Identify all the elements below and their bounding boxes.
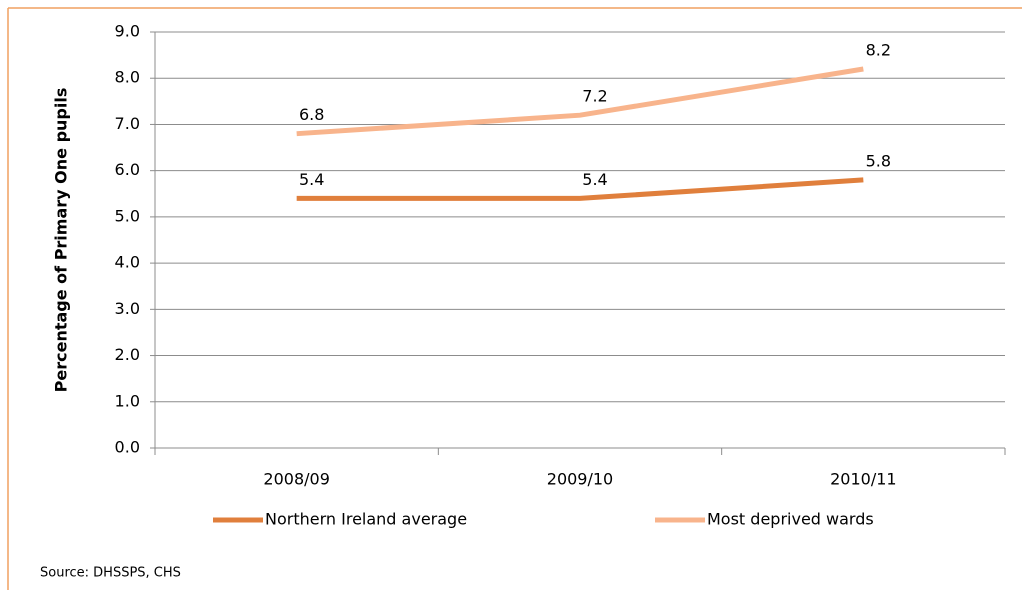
data-label: 7.2 bbox=[582, 87, 607, 106]
series-line bbox=[296, 177, 864, 201]
data-label: 5.8 bbox=[866, 151, 891, 170]
y-tick-label: 8.0 bbox=[115, 68, 140, 87]
data-label: 8.2 bbox=[866, 40, 891, 59]
y-tick-label: 2.0 bbox=[115, 345, 140, 364]
x-tick-label: 2008/09 bbox=[263, 470, 329, 489]
y-tick-label: 6.0 bbox=[115, 160, 140, 179]
x-tick-label: 2010/11 bbox=[830, 470, 896, 489]
y-axis-title: Percentage of Primary One pupils bbox=[52, 88, 71, 393]
y-tick-label: 4.0 bbox=[115, 253, 140, 272]
series-line bbox=[296, 66, 864, 137]
y-tick-label: 9.0 bbox=[115, 22, 140, 41]
data-label: 5.4 bbox=[582, 170, 607, 189]
y-tick-label: 0.0 bbox=[115, 438, 140, 457]
y-tick-label: 5.0 bbox=[115, 206, 140, 225]
data-label: 6.8 bbox=[299, 105, 324, 124]
y-tick-label: 1.0 bbox=[115, 391, 140, 410]
source-note: Source: DHSSPS, CHS bbox=[40, 566, 181, 581]
y-tick-label: 3.0 bbox=[115, 299, 140, 318]
legend-label: Northern Ireland average bbox=[265, 510, 467, 529]
x-tick-label: 2009/10 bbox=[547, 470, 613, 489]
data-label: 5.4 bbox=[299, 170, 324, 189]
legend-label: Most deprived wards bbox=[707, 510, 874, 529]
y-tick-label: 7.0 bbox=[115, 114, 140, 133]
